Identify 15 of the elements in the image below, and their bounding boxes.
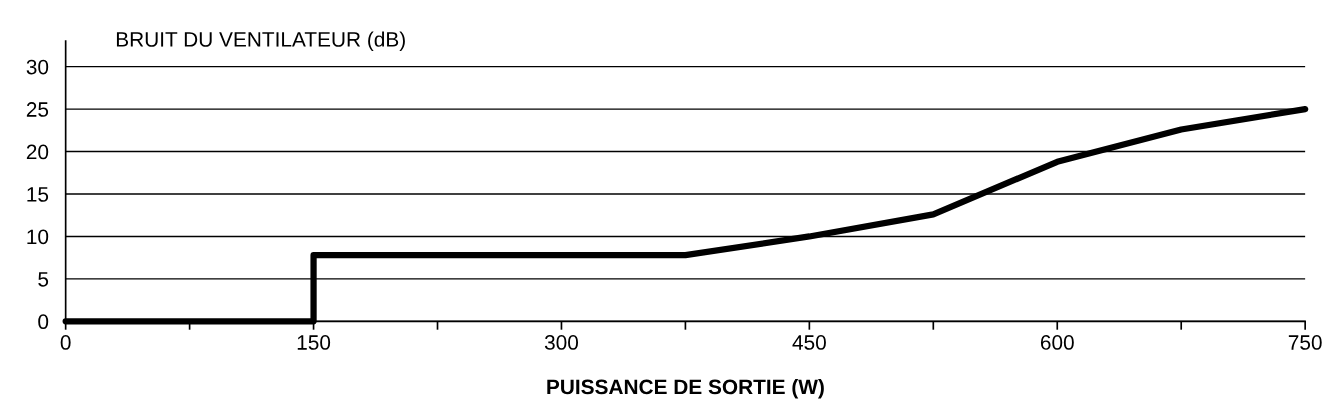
y-tick-label: 5	[38, 272, 49, 287]
y-axis-title: BRUIT DU VENTILATEUR (dB)	[116, 31, 405, 51]
y-tick-label: 30	[26, 59, 49, 75]
y-tick-label: 15	[27, 187, 49, 202]
y-tick-label: 0	[38, 314, 49, 330]
y-tick-label: 20	[26, 144, 49, 160]
x-tick-label: 150	[297, 335, 331, 350]
y-tick-label: 10	[27, 229, 49, 245]
y-tick-label: 25	[26, 102, 49, 117]
x-tick-label: 750	[1288, 335, 1322, 350]
x-tick-label: 450	[792, 335, 826, 350]
x-axis-title: PUISSANCE DE SORTIE (W)	[547, 378, 824, 399]
x-tick-label: 300	[544, 335, 579, 350]
x-tick-label: 600	[1040, 335, 1074, 350]
x-tick-label: 0	[60, 335, 71, 350]
